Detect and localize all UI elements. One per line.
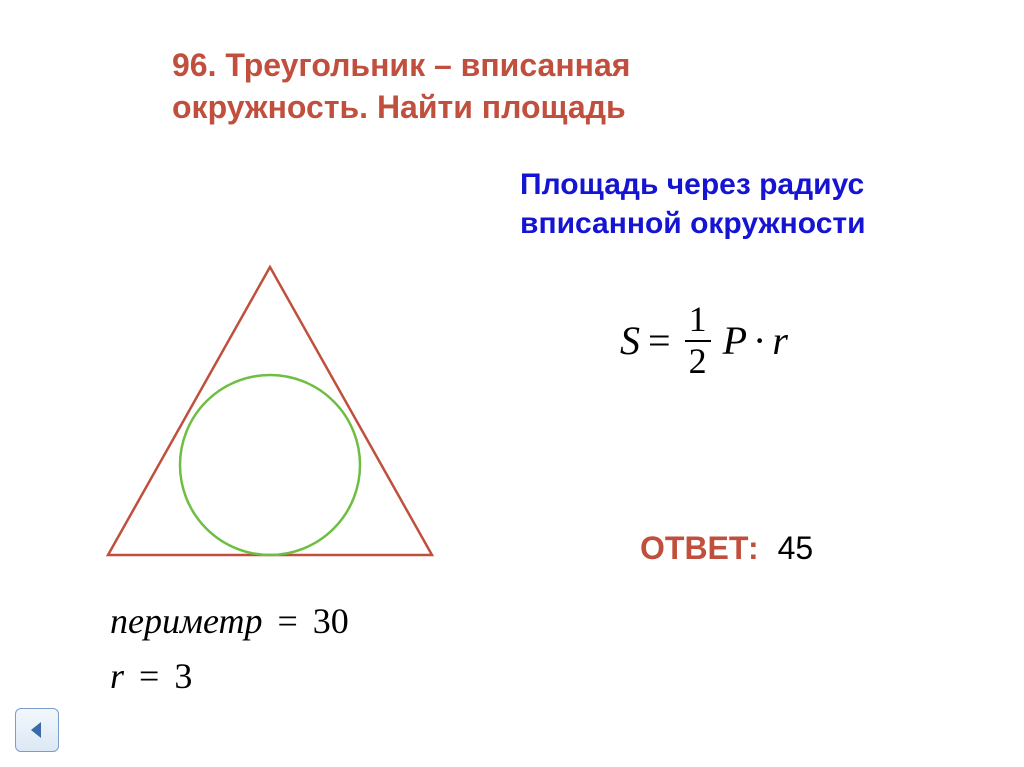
triangle-incircle-diagram (80, 255, 460, 575)
subtitle: Площадь через радиус вписанной окружност… (520, 165, 866, 243)
answer-block: ОТВЕТ: 45 (640, 530, 813, 567)
formula-lhs: S (620, 317, 640, 364)
given-radius: r = 3 (110, 655, 192, 697)
subtitle-line-1: Площадь через радиус (520, 165, 866, 204)
formula-r: r (772, 317, 788, 364)
back-button[interactable] (15, 708, 59, 752)
triangle-shape (108, 267, 432, 555)
answer-value: 45 (778, 530, 814, 566)
equals-sign: = (648, 317, 671, 364)
perimeter-value: 30 (313, 601, 349, 641)
equals-sign-3: = (139, 656, 159, 696)
area-formula: S = 1 2 P · r (620, 300, 788, 381)
fraction-numerator: 1 (685, 300, 711, 340)
title-line-1: 96. Треугольник – вписанная (172, 45, 630, 87)
arrow-left-icon (26, 719, 48, 741)
title-line-2: окружность. Найти площадь (172, 87, 630, 129)
given-perimeter: периметр = 30 (110, 600, 349, 642)
subtitle-line-2: вписанной окружности (520, 204, 866, 243)
fraction-denominator: 2 (685, 342, 711, 382)
formula-P: P (723, 317, 747, 364)
answer-label: ОТВЕТ: (640, 530, 759, 566)
r-label: r (110, 656, 124, 696)
equals-sign-2: = (277, 601, 297, 641)
problem-title: 96. Треугольник – вписанная окружность. … (172, 45, 630, 128)
r-value: 3 (174, 656, 192, 696)
fraction-one-half: 1 2 (685, 300, 711, 381)
incircle-shape (180, 375, 360, 555)
perimeter-label: периметр (110, 601, 262, 641)
dot-operator: · (753, 317, 766, 364)
